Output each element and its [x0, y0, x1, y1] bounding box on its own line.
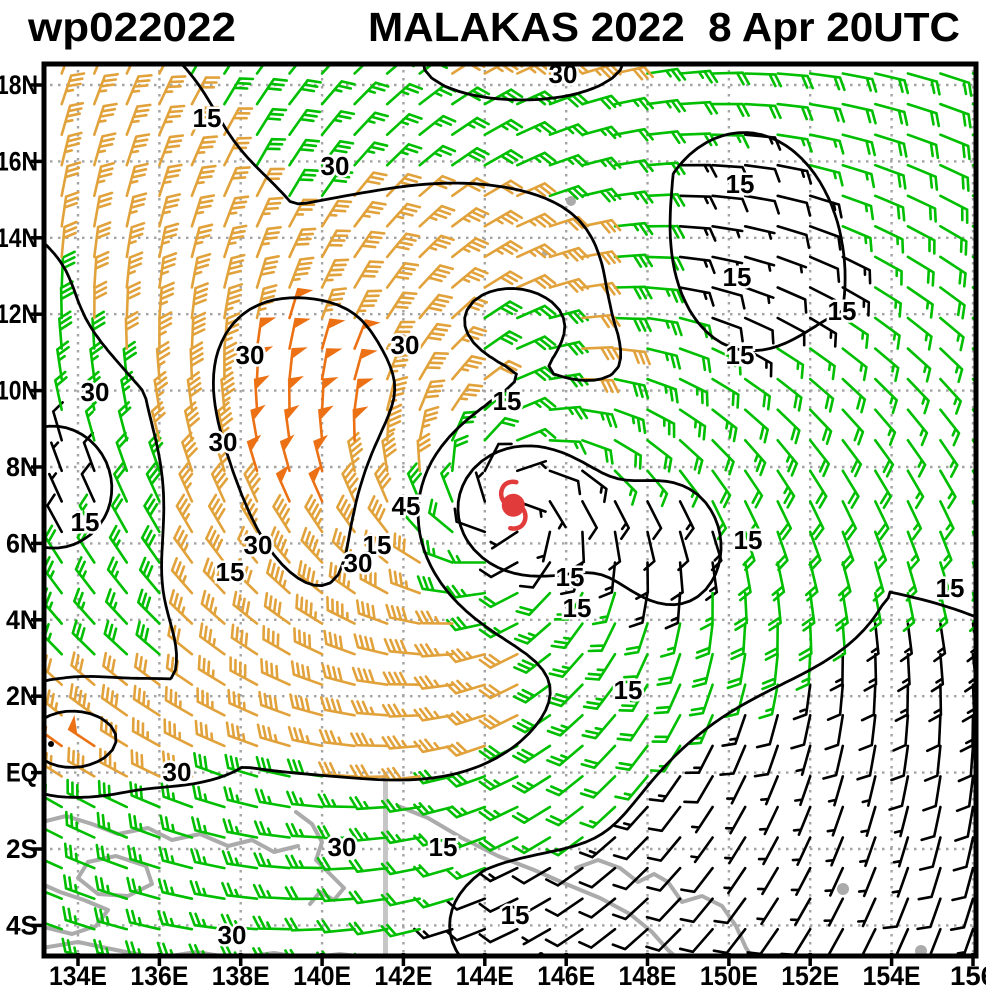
x-axis-label: 154E: [863, 961, 921, 989]
island: [568, 73, 576, 81]
x-axis-label: 150E: [700, 961, 758, 989]
x-axis-label: 156: [950, 961, 986, 989]
wind-barbs-00BE00: [42, 62, 978, 958]
contour-label: 30: [218, 920, 247, 950]
data-edge-bar: [383, 772, 388, 958]
y-axis-label: 14N: [0, 223, 38, 253]
x-axis-label: 148E: [619, 961, 677, 989]
contour-label: 45: [392, 491, 421, 521]
contour-label: 15: [429, 832, 458, 862]
wind-barbs: [42, 62, 978, 958]
contour-label: 15: [556, 562, 585, 592]
contour-label: 30: [244, 530, 273, 560]
typhoon-icon: [499, 479, 528, 531]
contour-label: 15: [723, 262, 752, 292]
storm-id-title: wp022022: [27, 4, 236, 50]
island: [837, 883, 849, 895]
station-dot: [48, 741, 54, 747]
contour-label: 15: [363, 530, 392, 560]
contour-label: 15: [936, 573, 965, 603]
contour-label: 30: [163, 757, 192, 787]
x-axis-label: 138E: [212, 961, 270, 989]
y-axis-label: 4S: [6, 910, 38, 940]
contour-label: 30: [209, 427, 238, 457]
contour-label: 15: [493, 386, 522, 416]
y-axis-label: 4N: [6, 605, 38, 635]
x-axis-label: 146E: [537, 961, 595, 989]
isotach-15kt: [42, 131, 978, 958]
x-axis-label: 140E: [293, 961, 351, 989]
wind-barbs-EC7014: [42, 287, 381, 748]
wind-barbs-000000: [46, 133, 978, 958]
contour-label: 15: [734, 525, 763, 555]
y-axis-label: 16N: [0, 146, 38, 176]
contour-label: 30: [328, 832, 357, 862]
chart-main-title: MALAKAS 2022 8 Apr 20UTC: [368, 4, 960, 50]
x-axis-label: 142E: [374, 961, 432, 989]
y-axis-label: EQ: [6, 758, 38, 788]
contour-label: 15: [501, 900, 530, 930]
graticule-gridlines: [42, 62, 978, 958]
contour-label: 15: [216, 557, 245, 587]
y-axis-label: 12N: [0, 299, 38, 329]
contour-label: 30: [81, 377, 110, 407]
contour-label: 15: [563, 593, 592, 623]
island: [566, 196, 576, 206]
x-axis-label: 136E: [130, 961, 188, 989]
contour-label: 15: [828, 296, 857, 326]
contour-label: 30: [344, 548, 373, 578]
y-axis-label: 18N: [0, 70, 38, 100]
x-axis-label: 152E: [781, 961, 839, 989]
x-axis-label: 144E: [456, 961, 514, 989]
y-axis-label: 6N: [6, 528, 38, 558]
contour-label: 30: [321, 151, 350, 181]
axis-labels: 134E 136E 138E 140E 142E 144E 146E 148E 150E 152E…: [0, 70, 986, 989]
y-axis-label: 8N: [6, 452, 38, 482]
contour-label: 15: [71, 507, 100, 537]
contour-label: 15: [193, 103, 222, 133]
contour-label: 30: [236, 340, 265, 370]
isotach-45kt: [42, 296, 397, 769]
contour-label: 15: [726, 169, 755, 199]
y-axis-label: 2S: [6, 834, 38, 864]
contour-label: 30: [391, 330, 420, 360]
map-frame: [41, 61, 979, 959]
contour-label: 15: [726, 340, 755, 370]
x-axis-label: 134E: [49, 961, 107, 989]
y-axis-label: 10N: [0, 376, 38, 406]
axis-ticks: [31, 83, 975, 966]
contour-label: 15: [614, 675, 643, 705]
y-axis-label: 2N: [6, 681, 38, 711]
